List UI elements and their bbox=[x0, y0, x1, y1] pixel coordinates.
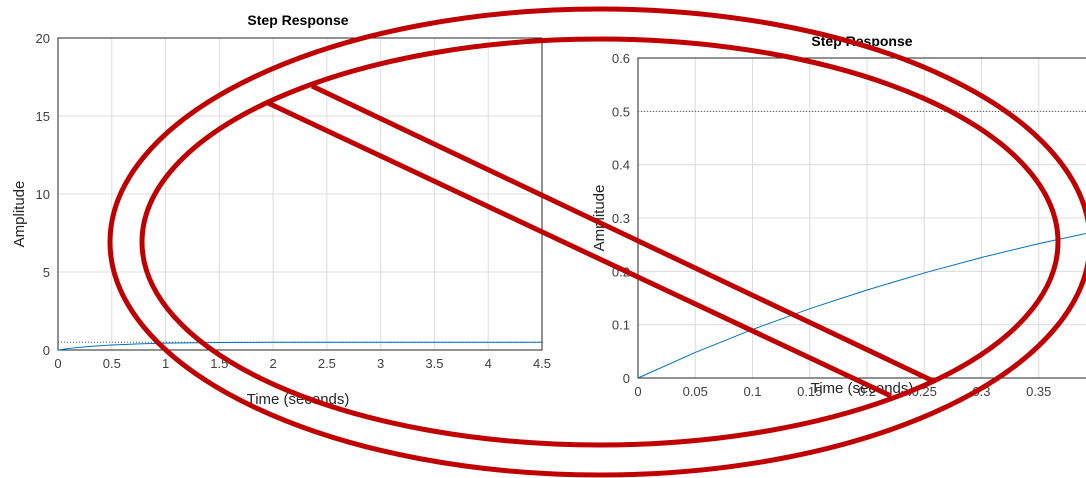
left-x-tick-label: 3 bbox=[377, 356, 384, 371]
right-y-tick-label: 0.4 bbox=[612, 158, 630, 173]
right-y-tick-label: 0.6 bbox=[612, 51, 630, 66]
left-y-axis-label: Amplitude bbox=[11, 181, 28, 248]
right-y-tick-label: 0 bbox=[623, 371, 630, 386]
right-y-tick-label: 0.3 bbox=[612, 211, 630, 226]
left-y-tick-label: 20 bbox=[36, 31, 50, 46]
left-grid bbox=[57, 37, 543, 351]
right-x-tick-label: 0 bbox=[634, 384, 641, 399]
right-step-response-chart: Step Response 0 0.05 0.1 0.15 0.2 0.25 0.3 0.35… bbox=[591, 33, 1086, 399]
left-x-tick-label: 2 bbox=[269, 356, 276, 371]
left-series-line bbox=[57, 341, 542, 351]
left-x-tick-labels: 0 0.5 1 1.5 2 2.5 3 3.5 4 4.5 bbox=[54, 356, 551, 371]
left-chart-title: Step Response bbox=[247, 12, 348, 28]
left-y-tick-label: 15 bbox=[36, 109, 50, 124]
left-x-tick-label: 3.5 bbox=[425, 356, 443, 371]
left-step-response-chart: Step Response 0 0.5 1 1.5 2 2.5 3 3.5 4 4.5 05101… bbox=[11, 12, 551, 408]
right-plot-frame bbox=[637, 57, 1086, 379]
right-series-line bbox=[637, 232, 1086, 379]
right-x-tick-label: 0.1 bbox=[743, 384, 761, 399]
right-y-tick-label: 0.1 bbox=[612, 318, 630, 333]
left-x-tick-label: 2.5 bbox=[318, 356, 336, 371]
left-x-tick-label: 0 bbox=[54, 356, 61, 371]
left-x-tick-label: 1 bbox=[162, 356, 169, 371]
left-y-tick-label: 0 bbox=[43, 343, 50, 358]
left-y-tick-labels: 0 5 10 15 20 bbox=[36, 31, 50, 358]
right-grid bbox=[637, 57, 1086, 379]
left-y-tick-label: 5 bbox=[43, 265, 50, 280]
prohibition-sign-icon bbox=[107, 6, 1086, 478]
right-y-tick-label: 0.5 bbox=[612, 104, 630, 119]
prohibition-inner-ring bbox=[139, 36, 1061, 448]
prohibition-bar-edges bbox=[266, 83, 935, 399]
left-x-tick-label: 0.5 bbox=[103, 356, 121, 371]
left-x-tick-label: 4 bbox=[485, 356, 492, 371]
right-x-tick-label: 0.15 bbox=[797, 384, 822, 399]
prohibition-outer-ring bbox=[107, 6, 1086, 478]
right-x-tick-label: 0.35 bbox=[1026, 384, 1051, 399]
right-x-tick-labels: 00.050.10.150.20.250.30.350.4 bbox=[634, 384, 1051, 399]
right-y-axis-label: Amplitude bbox=[591, 185, 608, 252]
left-y-tick-label: 10 bbox=[36, 187, 50, 202]
right-x-tick-label: 0.05 bbox=[683, 384, 708, 399]
right-y-tick-labels: 00.10.20.30.40.50.6 bbox=[612, 51, 630, 386]
left-x-tick-label: 4.5 bbox=[533, 356, 551, 371]
